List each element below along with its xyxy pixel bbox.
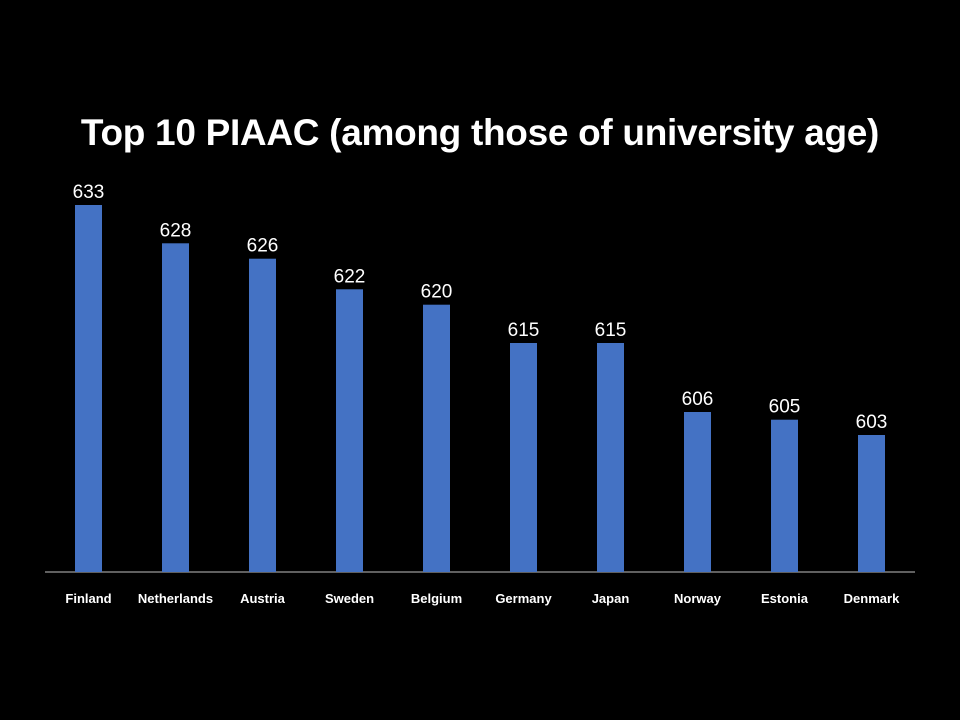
chart-title: Top 10 PIAAC (among those of university … [80, 112, 880, 153]
bar-japan [597, 343, 624, 572]
bar-denmark [858, 435, 885, 572]
bar-netherlands [162, 243, 189, 573]
data-label-japan: 615 [595, 320, 627, 341]
data-label-finland: 633 [73, 182, 105, 203]
x-tick-label-netherlands: Netherlands [138, 591, 213, 606]
bar-sweden [336, 289, 363, 572]
x-tick-label-belgium: Belgium [411, 591, 462, 606]
x-tick-label-norway: Norway [674, 591, 722, 606]
x-tick-label-japan: Japan [592, 591, 630, 606]
x-tick-label-austria: Austria [240, 591, 286, 606]
x-tick-label-denmark: Denmark [844, 591, 900, 606]
bar-norway [684, 412, 711, 572]
bar-estonia [771, 419, 798, 572]
data-label-netherlands: 628 [160, 220, 192, 241]
data-label-germany: 615 [508, 320, 540, 341]
x-tick-label-estonia: Estonia [761, 591, 809, 606]
data-label-denmark: 603 [856, 412, 888, 433]
data-label-estonia: 605 [769, 397, 801, 418]
bar-austria [249, 258, 276, 572]
data-label-sweden: 622 [334, 266, 366, 287]
x-tick-label-sweden: Sweden [325, 591, 374, 606]
bar-belgium [423, 304, 450, 572]
data-label-norway: 606 [682, 389, 714, 410]
bar-finland [75, 205, 102, 572]
bar-germany [510, 343, 537, 572]
x-tick-label-finland: Finland [65, 591, 111, 606]
data-label-austria: 626 [247, 236, 279, 257]
data-label-belgium: 620 [421, 282, 453, 303]
x-tick-label-germany: Germany [495, 591, 552, 606]
